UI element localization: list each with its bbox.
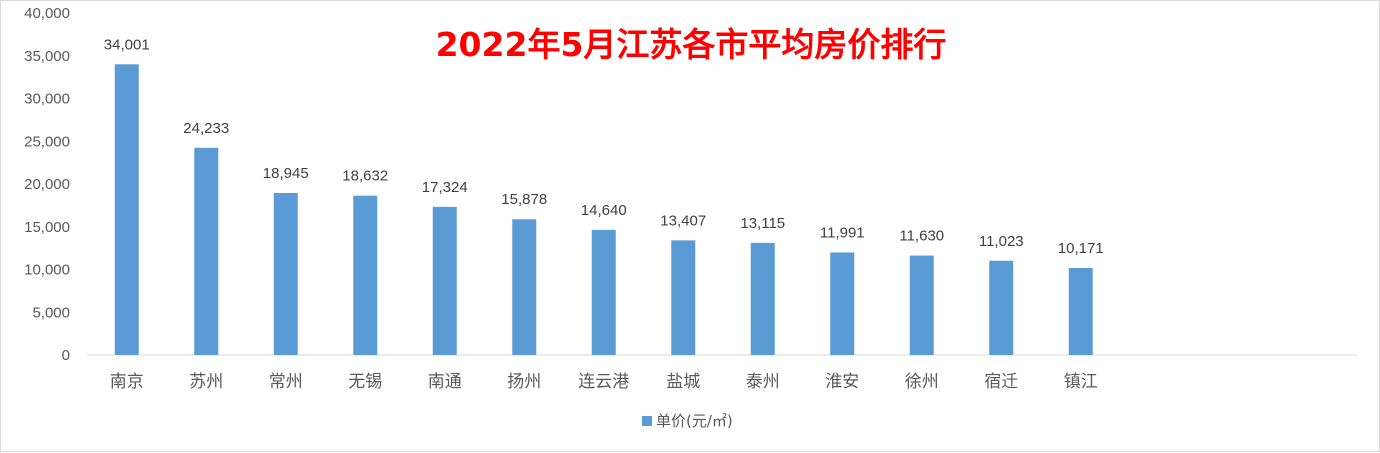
- y-tick-label: 30,000: [24, 91, 70, 108]
- data-label: 17,324: [422, 179, 468, 196]
- bar: [512, 219, 537, 355]
- bar: [750, 242, 775, 355]
- y-tick-label: 0: [62, 347, 70, 364]
- y-tick-label: 40,000: [24, 5, 70, 22]
- bar: [830, 252, 855, 355]
- x-tick-label: 淮安: [825, 372, 859, 392]
- bar: [989, 260, 1014, 355]
- data-label: 34,001: [104, 36, 150, 53]
- data-label: 11,630: [899, 228, 944, 245]
- data-labels: 34,001 24,233 18,945 18,632 17,324 15,878 14,6…: [104, 36, 1104, 257]
- x-tick-label: 南通: [428, 372, 462, 392]
- data-label: 14,640: [581, 202, 627, 219]
- x-tick-label: 南京: [110, 372, 144, 392]
- y-axis-ticks: 0 5,000 10,000 15,000 20,000 25,000 30,000 35,0…: [24, 5, 70, 364]
- y-tick-label: 10,000: [24, 262, 70, 279]
- legend-swatch: [642, 416, 652, 426]
- bar: [194, 147, 219, 355]
- y-tick-label: 20,000: [24, 176, 70, 193]
- bar: [353, 195, 378, 355]
- legend: 单价(元/㎡): [642, 412, 733, 430]
- y-tick-label: 35,000: [24, 48, 70, 65]
- data-label: 11,991: [820, 224, 865, 241]
- x-tick-label: 连云港: [578, 372, 629, 392]
- data-label: 13,407: [660, 212, 706, 229]
- bar: [591, 229, 616, 355]
- x-tick-label: 镇江: [1064, 372, 1098, 392]
- y-tick-label: 25,000: [24, 133, 70, 150]
- bar: [114, 64, 139, 356]
- data-label: 11,023: [979, 233, 1024, 250]
- chart-title: 2022年5月江苏各市平均房价排行: [436, 25, 947, 64]
- data-label: 10,171: [1058, 240, 1104, 257]
- data-label: 18,632: [342, 168, 388, 185]
- x-tick-label: 无锡: [348, 372, 382, 392]
- y-tick-label: 5,000: [32, 304, 70, 321]
- x-tick-label: 常州: [269, 372, 303, 392]
- x-axis-ticks: 南京 苏州 常州 无锡 南通 扬州 连云港 盐城 泰州 淮安 徐州 宿迁 镇江: [110, 372, 1098, 392]
- x-tick-label: 盐城: [666, 372, 700, 392]
- bar: [1068, 268, 1093, 355]
- data-label: 18,945: [263, 165, 309, 182]
- data-label: 15,878: [501, 191, 547, 208]
- bars: [114, 64, 1093, 356]
- x-tick-label: 扬州: [507, 372, 541, 392]
- y-tick-label: 15,000: [24, 219, 70, 236]
- legend-label: 单价(元/㎡): [656, 412, 733, 430]
- data-label: 13,115: [740, 215, 785, 232]
- x-tick-label: 苏州: [189, 372, 223, 392]
- x-tick-label: 宿迁: [984, 372, 1018, 392]
- bar: [671, 240, 696, 355]
- bar: [909, 255, 934, 355]
- data-label: 24,233: [183, 120, 229, 137]
- x-tick-label: 徐州: [905, 372, 939, 392]
- bar: [273, 193, 298, 355]
- x-tick-label: 泰州: [746, 372, 780, 392]
- bar: [432, 206, 457, 355]
